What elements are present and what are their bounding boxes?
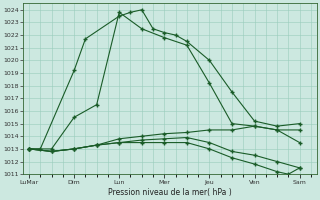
X-axis label: Pression niveau de la mer( hPa ): Pression niveau de la mer( hPa ) [108, 188, 232, 197]
